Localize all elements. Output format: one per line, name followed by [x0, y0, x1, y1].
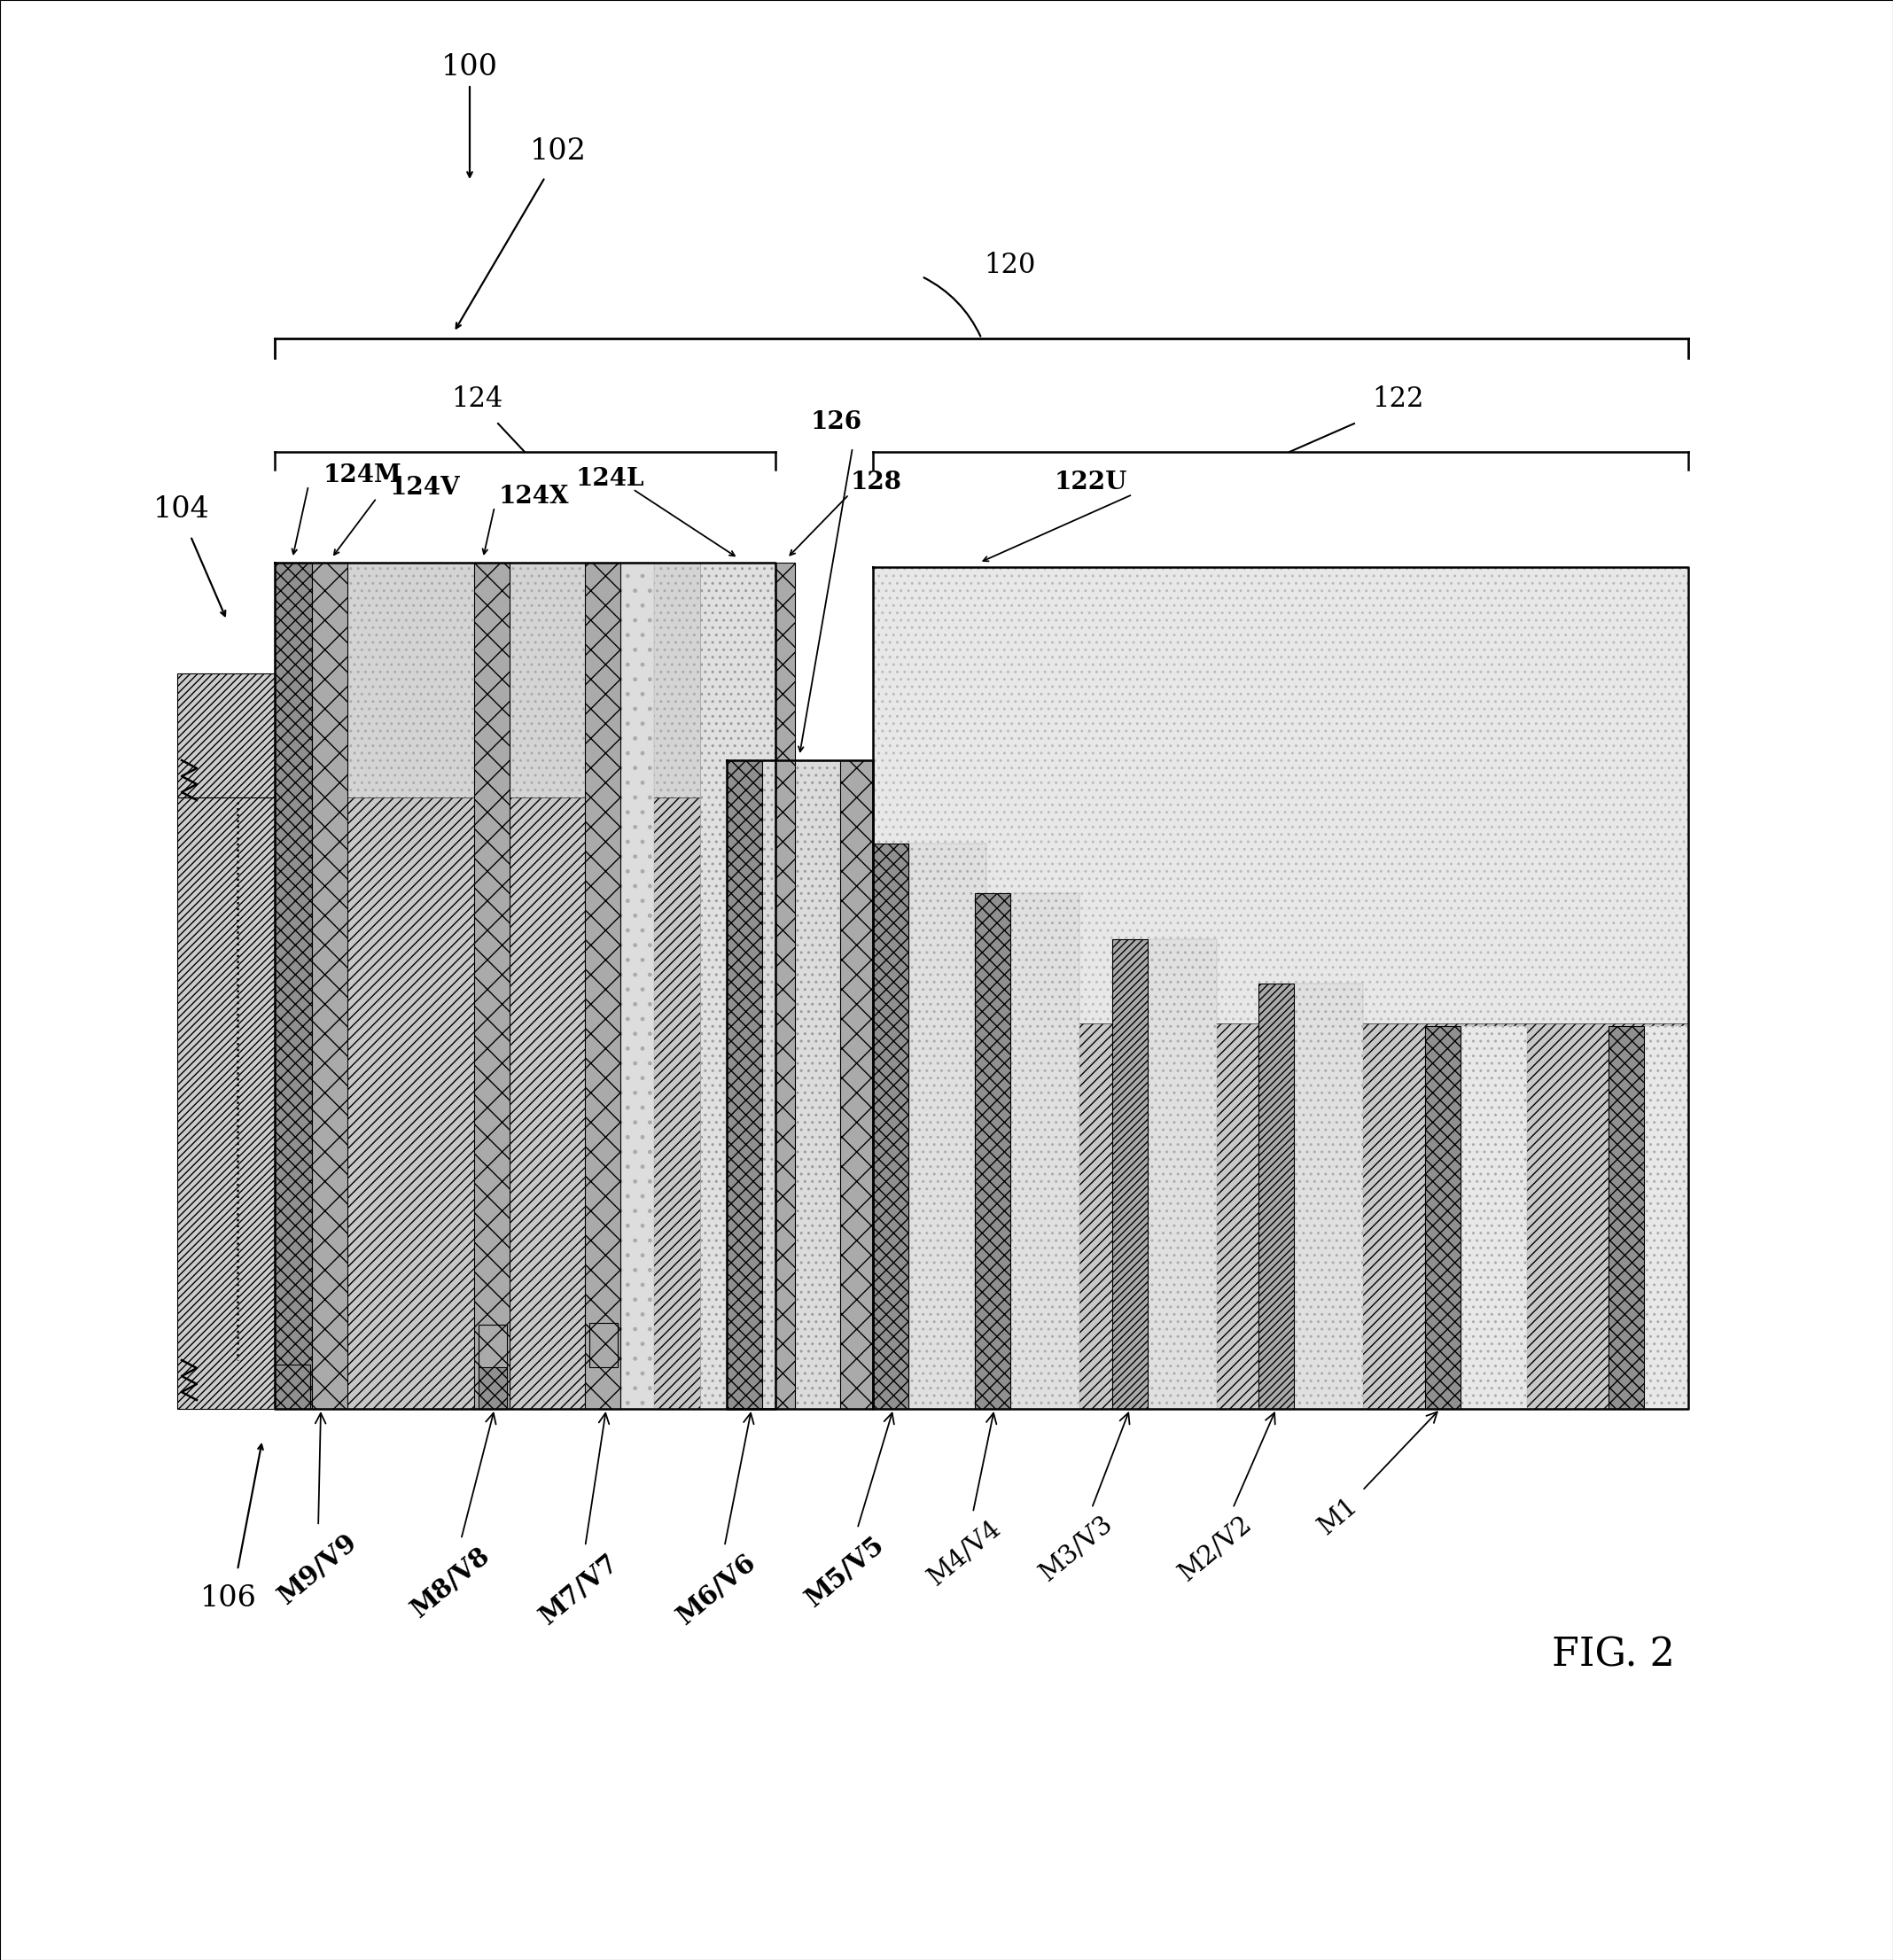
Bar [1113, 939, 1147, 1409]
Text: 102: 102 [530, 137, 587, 167]
Bar [1425, 1027, 1461, 1409]
Bar [479, 1325, 507, 1368]
Bar [873, 566, 1689, 1409]
Bar [727, 760, 873, 1409]
Text: M9/V9: M9/V9 [273, 1413, 362, 1609]
Text: M1: M1 [1314, 1411, 1437, 1541]
Text: M2/V2: M2/V2 [1174, 1413, 1276, 1586]
Bar [975, 894, 1011, 1409]
Bar [763, 760, 840, 1409]
Bar [840, 760, 873, 1409]
Bar [585, 563, 621, 1409]
Bar [274, 563, 776, 1409]
Text: 122U: 122U [1054, 470, 1128, 494]
Text: M3/V3: M3/V3 [1035, 1413, 1130, 1586]
Text: 128: 128 [850, 470, 903, 494]
Bar [274, 563, 312, 1409]
Bar [178, 798, 292, 1409]
Bar [727, 760, 763, 1409]
Bar [274, 1364, 310, 1409]
Bar [1259, 984, 1295, 1409]
Bar [178, 674, 314, 798]
Bar [1461, 1027, 1528, 1409]
Text: M4/V4: M4/V4 [924, 1413, 1005, 1590]
Text: 124: 124 [451, 386, 504, 414]
Bar [873, 843, 909, 1409]
Text: 104: 104 [153, 496, 210, 523]
Text: 124L: 124L [575, 466, 644, 490]
Bar [473, 563, 509, 1409]
Bar [589, 1323, 617, 1368]
Text: M6/V6: M6/V6 [672, 1413, 761, 1629]
Bar [621, 563, 655, 1409]
Text: 124M: 124M [324, 463, 401, 486]
Text: 126: 126 [810, 410, 863, 435]
Bar [909, 843, 986, 1409]
Text: M7/V7: M7/V7 [534, 1413, 623, 1629]
Bar [1295, 984, 1363, 1409]
Bar [479, 1368, 507, 1409]
Text: 106: 106 [201, 1584, 257, 1613]
Text: M8/V8: M8/V8 [405, 1413, 496, 1623]
Text: M5/V5: M5/V5 [801, 1413, 893, 1611]
Text: FIG. 2: FIG. 2 [1552, 1637, 1675, 1674]
Text: 124V: 124V [390, 476, 460, 500]
Bar [700, 563, 776, 1409]
Bar [727, 943, 873, 1409]
Text: 124X: 124X [500, 484, 570, 508]
Bar [776, 563, 795, 1409]
Bar [312, 563, 348, 1409]
Bar [1643, 1027, 1689, 1409]
Bar [873, 1023, 1689, 1409]
Text: 120: 120 [984, 253, 1035, 280]
Bar [1011, 894, 1079, 1409]
Text: 100: 100 [441, 53, 498, 82]
Text: 122: 122 [1372, 386, 1424, 414]
Bar [274, 798, 776, 1409]
Bar [1147, 939, 1217, 1409]
Bar [1609, 1027, 1643, 1409]
